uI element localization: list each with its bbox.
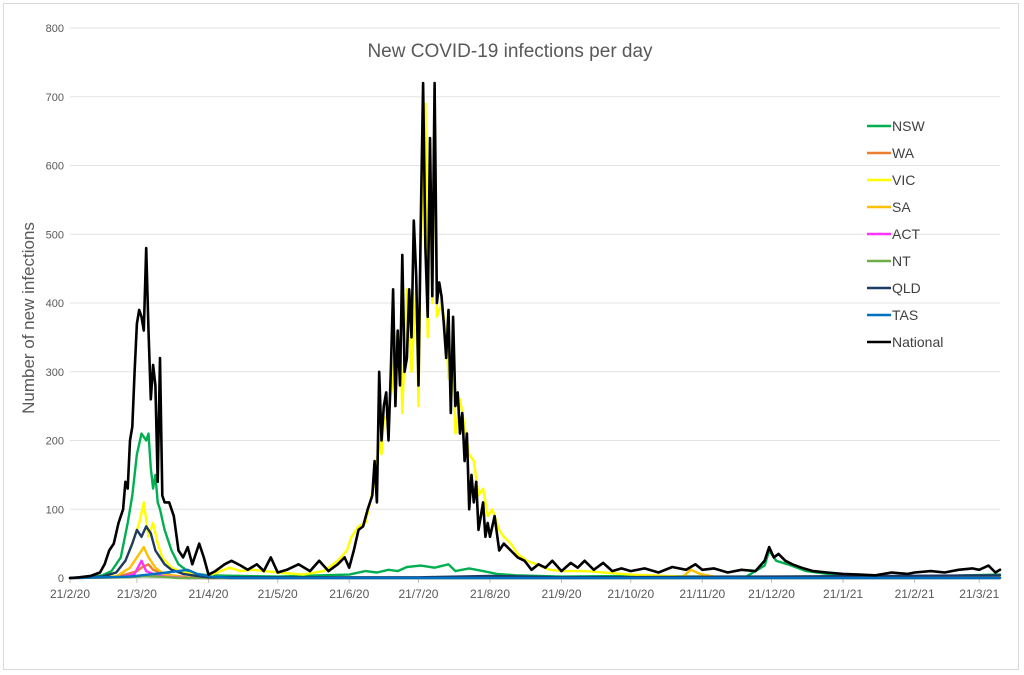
x-tick-label: 21/3/20 xyxy=(117,587,157,601)
y-tick-labels: 0 100 200 300 400 500 600 700 800 xyxy=(46,23,64,585)
series-line-tas xyxy=(68,568,1002,580)
x-tick-label: 21/2/21 xyxy=(895,587,935,601)
y-tick-label: 500 xyxy=(46,229,64,241)
x-tick-label: 21/2/20 xyxy=(50,587,90,601)
y-axis-label: Number of new infections xyxy=(19,222,38,414)
y-tick-label: 400 xyxy=(46,298,64,310)
legend-label-nt: NT xyxy=(892,253,911,269)
x-tick-label: 21/3/21 xyxy=(959,587,999,601)
chart-title: New COVID-19 infections per day xyxy=(367,41,653,62)
x-tick-label: 21/10/20 xyxy=(607,587,654,601)
series-line-national xyxy=(68,81,1002,580)
legend-label-tas: TAS xyxy=(892,307,918,323)
y-tick-label: 700 xyxy=(46,92,64,104)
legend-label-nsw: NSW xyxy=(892,118,925,134)
series-line-sa xyxy=(68,545,1002,580)
legend-label-act: ACT xyxy=(892,226,920,242)
x-tick-label: 21/12/20 xyxy=(748,587,795,601)
y-tick-label: 0 xyxy=(58,573,64,585)
legend-label-sa: SA xyxy=(892,199,911,215)
x-tick-label: 21/5/20 xyxy=(258,587,298,601)
y-tick-label: 200 xyxy=(46,436,64,448)
x-tick-labels: 21/2/20 21/3/20 21/4/20 21/5/20 21/6/20 21/7/… xyxy=(50,578,1000,601)
y-tick-label: 100 xyxy=(46,504,64,516)
grid-lines xyxy=(70,27,1000,579)
x-tick-label: 21/9/20 xyxy=(542,587,582,601)
series-line-qld xyxy=(68,525,1002,580)
x-tick-label: 21/11/20 xyxy=(679,587,725,601)
x-tick-label: 21/8/20 xyxy=(470,587,510,601)
legend-label-qld: QLD xyxy=(892,280,921,296)
series-line-nsw xyxy=(68,432,1002,580)
x-tick-label: 21/4/20 xyxy=(188,587,228,601)
legend-label-vic: VIC xyxy=(892,172,915,188)
x-tick-label: 21/1/21 xyxy=(823,587,863,601)
series-line-vic xyxy=(68,95,1002,580)
y-tick-label: 800 xyxy=(46,23,64,35)
legend-label-national: National xyxy=(892,334,943,350)
legend-label-wa: WA xyxy=(892,145,915,161)
y-tick-label: 600 xyxy=(46,161,64,173)
y-tick-label: 300 xyxy=(46,367,64,379)
x-tick-label: 21/6/20 xyxy=(329,587,369,601)
legend: NSW WA VIC SA ACT NT QLD TAS National xyxy=(867,118,943,350)
chart-frame xyxy=(3,3,1019,670)
x-tick-label: 21/7/20 xyxy=(398,587,438,601)
series-lines xyxy=(68,81,1002,580)
